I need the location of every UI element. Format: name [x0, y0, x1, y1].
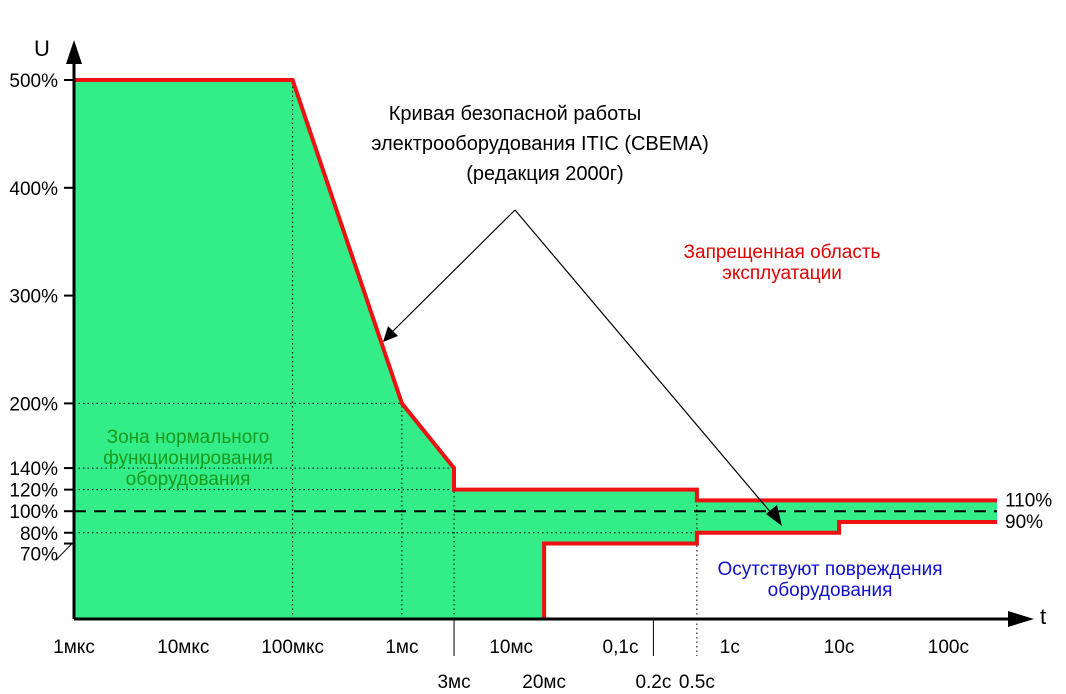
y-tick-label-100: 100% — [9, 502, 58, 523]
callout-arrowhead-1 — [383, 326, 398, 342]
x-axis-arrow — [1008, 611, 1034, 627]
x-axis-label: t — [1040, 604, 1046, 629]
chart-title: Кривая безопасной работы электрооборудов… — [371, 103, 709, 185]
y-tick-label-140: 140% — [9, 459, 58, 480]
x-tick-label-8: 0.2с — [635, 672, 671, 693]
y-tick-label-120: 120% — [9, 481, 58, 502]
callout-arrow-to-curve — [385, 209, 516, 339]
forbidden-zone-line-1: Запрещенная область — [684, 242, 881, 263]
y-tick-label-80: 80% — [20, 524, 58, 545]
y-ticks: 500% 400% 300% 200% 140%120%100%80%70% — [9, 71, 74, 566]
x-tick-label-2: 100мкс — [261, 637, 324, 658]
x-tick-label-6: 20мс — [522, 672, 566, 693]
y-tick-label-200: 200% — [9, 394, 58, 415]
lower-tolerance-curve — [542, 520, 997, 619]
y-tick-label-400: 400% — [9, 179, 58, 200]
x-ticks: 1мкс 10мкс 100мкс 1мс 3мс 10мс 20мс 0,1с 0.2с 0.5… — [53, 637, 969, 693]
y-70-leader — [55, 543, 73, 561]
no-damage-zone-label: Осутствуют повреждения оборудования — [717, 559, 942, 601]
forbidden-zone-line-2: эксплуатации — [722, 263, 842, 284]
right-label-110: 110% — [1005, 490, 1052, 511]
axes: U t — [34, 36, 1046, 629]
title-line-2: электрооборудования ITIC (CBEMA) — [371, 133, 709, 155]
x-tick-label-10: 1с — [720, 637, 740, 658]
x-tick-label-3: 1мс — [385, 637, 418, 658]
x-tick-label-1: 10мкс — [157, 637, 209, 658]
title-line-3: (редакция 2000г) — [466, 163, 623, 185]
y-axis-label: U — [34, 36, 50, 61]
right-labels: 110%90% — [1005, 490, 1052, 533]
normal-zone-line-3: оборудования — [126, 469, 251, 490]
x-tick-label-7: 0,1с — [603, 637, 639, 658]
no-damage-zone-line-1: Осутствуют повреждения — [717, 559, 942, 580]
forbidden-zone-label: Запрещенная область эксплуатации — [684, 242, 881, 284]
callout-arrow-to-band — [514, 209, 779, 522]
x-tick-label-9: 0.5с — [679, 672, 715, 693]
no-damage-zone-line-2: оборудования — [768, 580, 893, 601]
x-tick-label-0: 1мкс — [53, 637, 95, 658]
y-axis-arrow — [66, 40, 82, 64]
y-tick-label-70: 70% — [20, 545, 58, 566]
y-tick-label-300: 300% — [9, 287, 58, 308]
x-tick-label-4: 3мс — [437, 672, 470, 693]
safe-operation-area — [74, 80, 997, 619]
title-line-1: Кривая безопасной работы — [389, 103, 642, 125]
y-tick-label-500: 500% — [9, 71, 58, 92]
normal-zone-label: Зона нормального функционирования оборуд… — [103, 427, 273, 490]
normal-zone-line-1: Зона нормального — [107, 427, 270, 448]
x-tick-label-5: 10мс — [489, 637, 533, 658]
normal-zone-line-2: функционирования — [103, 448, 273, 469]
upper-tolerance-curve — [74, 78, 997, 503]
callout-arrowhead-2 — [766, 505, 782, 526]
x-tick-label-11: 10с — [824, 637, 855, 658]
right-label-90: 90% — [1005, 512, 1043, 533]
grid-lines — [74, 80, 698, 656]
x-tick-label-12: 100с — [928, 637, 969, 658]
callout-arrows — [383, 209, 782, 526]
